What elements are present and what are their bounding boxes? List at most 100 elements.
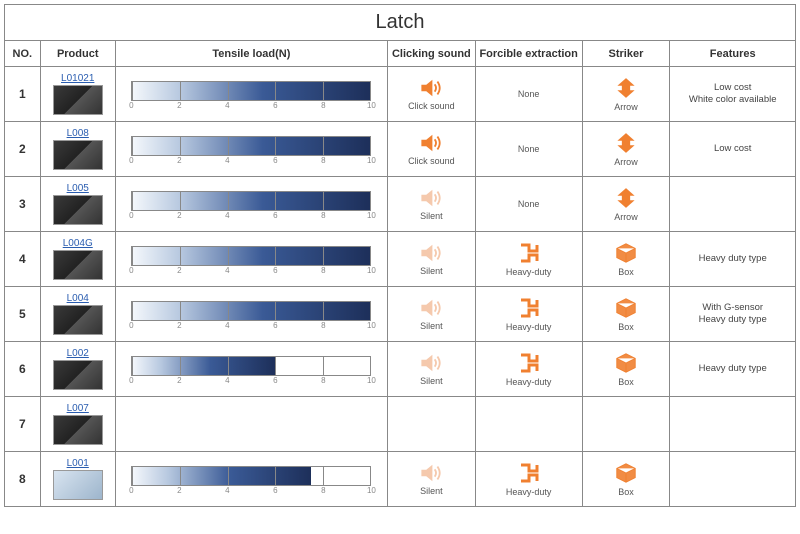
product-link[interactable]: L002 [43, 348, 113, 359]
force-label: Heavy-duty [506, 322, 552, 332]
striker-label: Box [618, 487, 634, 497]
speaker-icon [418, 297, 444, 319]
product-link[interactable]: L004 [43, 293, 113, 304]
row-no: 8 [5, 452, 41, 507]
force-cell: Heavy-duty [475, 232, 582, 287]
product-cell: L008 [40, 122, 115, 177]
tensile-gauge [131, 356, 371, 376]
product-link[interactable]: L001 [43, 458, 113, 469]
click-label: Silent [420, 486, 443, 496]
product-image [53, 85, 103, 115]
force-label: None [518, 199, 540, 209]
force-label: None [518, 89, 540, 99]
click-cell: Silent [387, 232, 475, 287]
click-label: Silent [420, 376, 443, 386]
force-cell: None [475, 177, 582, 232]
tensile-gauge [131, 81, 371, 101]
col-no: NO. [5, 41, 41, 67]
click-cell: Silent [387, 287, 475, 342]
force-cell: Heavy-duty [475, 452, 582, 507]
product-image [53, 195, 103, 225]
striker-label: Box [618, 322, 634, 332]
col-features: Features [670, 41, 796, 67]
striker-label: Arrow [614, 157, 638, 167]
tensile-cell: 0246810 [115, 287, 387, 342]
product-cell: L001 [40, 452, 115, 507]
product-cell: L004G [40, 232, 115, 287]
col-striker: Striker [582, 41, 670, 67]
force-label: None [518, 144, 540, 154]
speaker-icon [418, 242, 444, 264]
features-cell [670, 397, 796, 452]
gauge-axis: 0246810 [131, 376, 371, 386]
product-image [53, 470, 103, 500]
tensile-cell [115, 397, 387, 452]
product-link[interactable]: L01021 [43, 73, 113, 84]
click-label: Silent [420, 211, 443, 221]
product-cell: L004 [40, 287, 115, 342]
product-image [53, 415, 103, 445]
tensile-gauge [131, 246, 371, 266]
header-row: NO. Product Tensile load(N) Clicking sou… [5, 41, 796, 67]
gauge-axis: 0246810 [131, 211, 371, 221]
row-no: 3 [5, 177, 41, 232]
force-cell [475, 397, 582, 452]
product-cell: L005 [40, 177, 115, 232]
force-cell: None [475, 67, 582, 122]
features-cell [670, 177, 796, 232]
striker-cell: Box [582, 342, 670, 397]
gauge-axis: 0246810 [131, 486, 371, 496]
row-no: 4 [5, 232, 41, 287]
heavy-duty-icon [516, 296, 542, 320]
tensile-cell: 0246810 [115, 122, 387, 177]
product-link[interactable]: L005 [43, 183, 113, 194]
arrow-icon [614, 76, 638, 100]
heavy-duty-icon [516, 461, 542, 485]
box-icon [614, 351, 638, 375]
click-label: Silent [420, 321, 443, 331]
tensile-cell: 0246810 [115, 67, 387, 122]
heavy-duty-icon [516, 351, 542, 375]
latch-table: NO. Product Tensile load(N) Clicking sou… [4, 40, 796, 507]
table-row: 8 L001 0246810 Silent Heavy-duty Box [5, 452, 796, 507]
col-force: Forcible extraction [475, 41, 582, 67]
table-row: 4 L004G 0246810 Silent Heavy-duty Box He… [5, 232, 796, 287]
striker-cell: Arrow [582, 122, 670, 177]
speaker-icon [418, 462, 444, 484]
gauge-axis: 0246810 [131, 101, 371, 111]
gauge-axis: 0246810 [131, 266, 371, 276]
product-image [53, 250, 103, 280]
click-label: Silent [420, 266, 443, 276]
col-tensile: Tensile load(N) [115, 41, 387, 67]
table-row: 7 L007 [5, 397, 796, 452]
product-image [53, 140, 103, 170]
heavy-duty-icon [516, 241, 542, 265]
striker-cell [582, 397, 670, 452]
click-cell [387, 397, 475, 452]
gauge-axis: 0246810 [131, 156, 371, 166]
product-link[interactable]: L007 [43, 403, 113, 414]
speaker-icon [418, 77, 444, 99]
striker-cell: Arrow [582, 177, 670, 232]
striker-cell: Box [582, 287, 670, 342]
features-cell [670, 452, 796, 507]
force-label: Heavy-duty [506, 377, 552, 387]
product-link[interactable]: L004G [43, 238, 113, 249]
force-label: Heavy-duty [506, 267, 552, 277]
table-row: 5 L004 0246810 Silent Heavy-duty Box Wit… [5, 287, 796, 342]
click-cell: Silent [387, 452, 475, 507]
row-no: 1 [5, 67, 41, 122]
features-cell: With G-sensorHeavy duty type [670, 287, 796, 342]
features-cell: Heavy duty type [670, 232, 796, 287]
product-image [53, 305, 103, 335]
click-label: Click sound [408, 101, 455, 111]
force-cell: Heavy-duty [475, 287, 582, 342]
speaker-icon [418, 132, 444, 154]
striker-label: Box [618, 377, 634, 387]
tensile-gauge [131, 466, 371, 486]
table-row: 2 L008 0246810 Click sound None Arrow Lo… [5, 122, 796, 177]
tensile-gauge [131, 301, 371, 321]
striker-cell: Arrow [582, 67, 670, 122]
product-link[interactable]: L008 [43, 128, 113, 139]
box-icon [614, 241, 638, 265]
